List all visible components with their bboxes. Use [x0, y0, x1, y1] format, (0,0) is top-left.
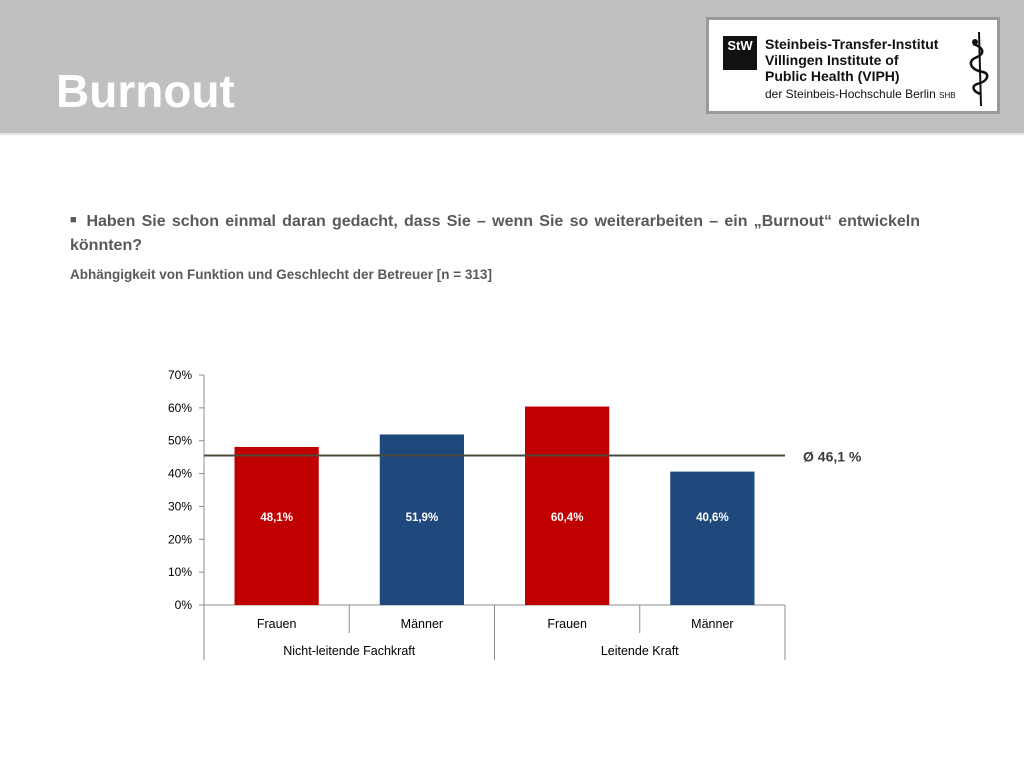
bar-value-label: 48,1%: [260, 512, 293, 524]
bar: [670, 471, 755, 605]
bar-value-label: 60,4%: [551, 512, 584, 524]
y-tick-label: 20%: [168, 532, 192, 546]
category-label: Frauen: [547, 617, 587, 631]
survey-question: ■ Haben Sie schon einmal daran gedacht, d…: [70, 208, 920, 258]
category-label: Männer: [691, 617, 733, 631]
bar-value-label: 51,9%: [406, 512, 439, 524]
logo-mark: StW: [723, 36, 757, 70]
y-tick-label: 30%: [168, 499, 192, 513]
logo-line-3: Public Health (VIPH): [765, 68, 900, 84]
y-tick-label: 70%: [168, 368, 192, 382]
bar: [525, 406, 610, 605]
logo-line-1: Steinbeis-Transfer-Institut: [765, 36, 939, 52]
group-label: Nicht-leitende Fachkraft: [283, 644, 416, 658]
logo-subline: der Steinbeis-Hochschule Berlin SHB: [765, 87, 956, 101]
bar: [234, 446, 319, 605]
chart-subtitle: Abhängigkeit von Funktion und Geschlecht…: [70, 267, 492, 282]
page-title: Burnout: [56, 65, 235, 117]
category-label: Frauen: [257, 617, 297, 631]
y-tick-label: 10%: [168, 565, 192, 579]
bar-value-label: 40,6%: [696, 512, 729, 524]
question-text: Haben Sie schon einmal daran gedacht, da…: [70, 213, 920, 254]
group-label: Leitende Kraft: [601, 644, 679, 658]
logo-line-2: Villingen Institute of: [765, 52, 899, 68]
bar: [379, 434, 464, 605]
institute-logo: StW Steinbeis-Transfer-Institut Villinge…: [706, 17, 1000, 114]
y-tick-label: 60%: [168, 401, 192, 415]
category-label: Männer: [401, 617, 443, 631]
average-label: Ø 46,1 %: [803, 449, 862, 465]
logo-sub-abbr: SHB: [939, 91, 956, 100]
y-tick-label: 0%: [175, 598, 193, 612]
y-tick-label: 50%: [168, 434, 192, 448]
y-tick-label: 40%: [168, 467, 192, 481]
bullet-icon: ■: [70, 214, 79, 226]
logo-sub-text: der Steinbeis-Hochschule Berlin: [765, 87, 936, 101]
staff-of-asclepius-icon: [969, 31, 989, 107]
